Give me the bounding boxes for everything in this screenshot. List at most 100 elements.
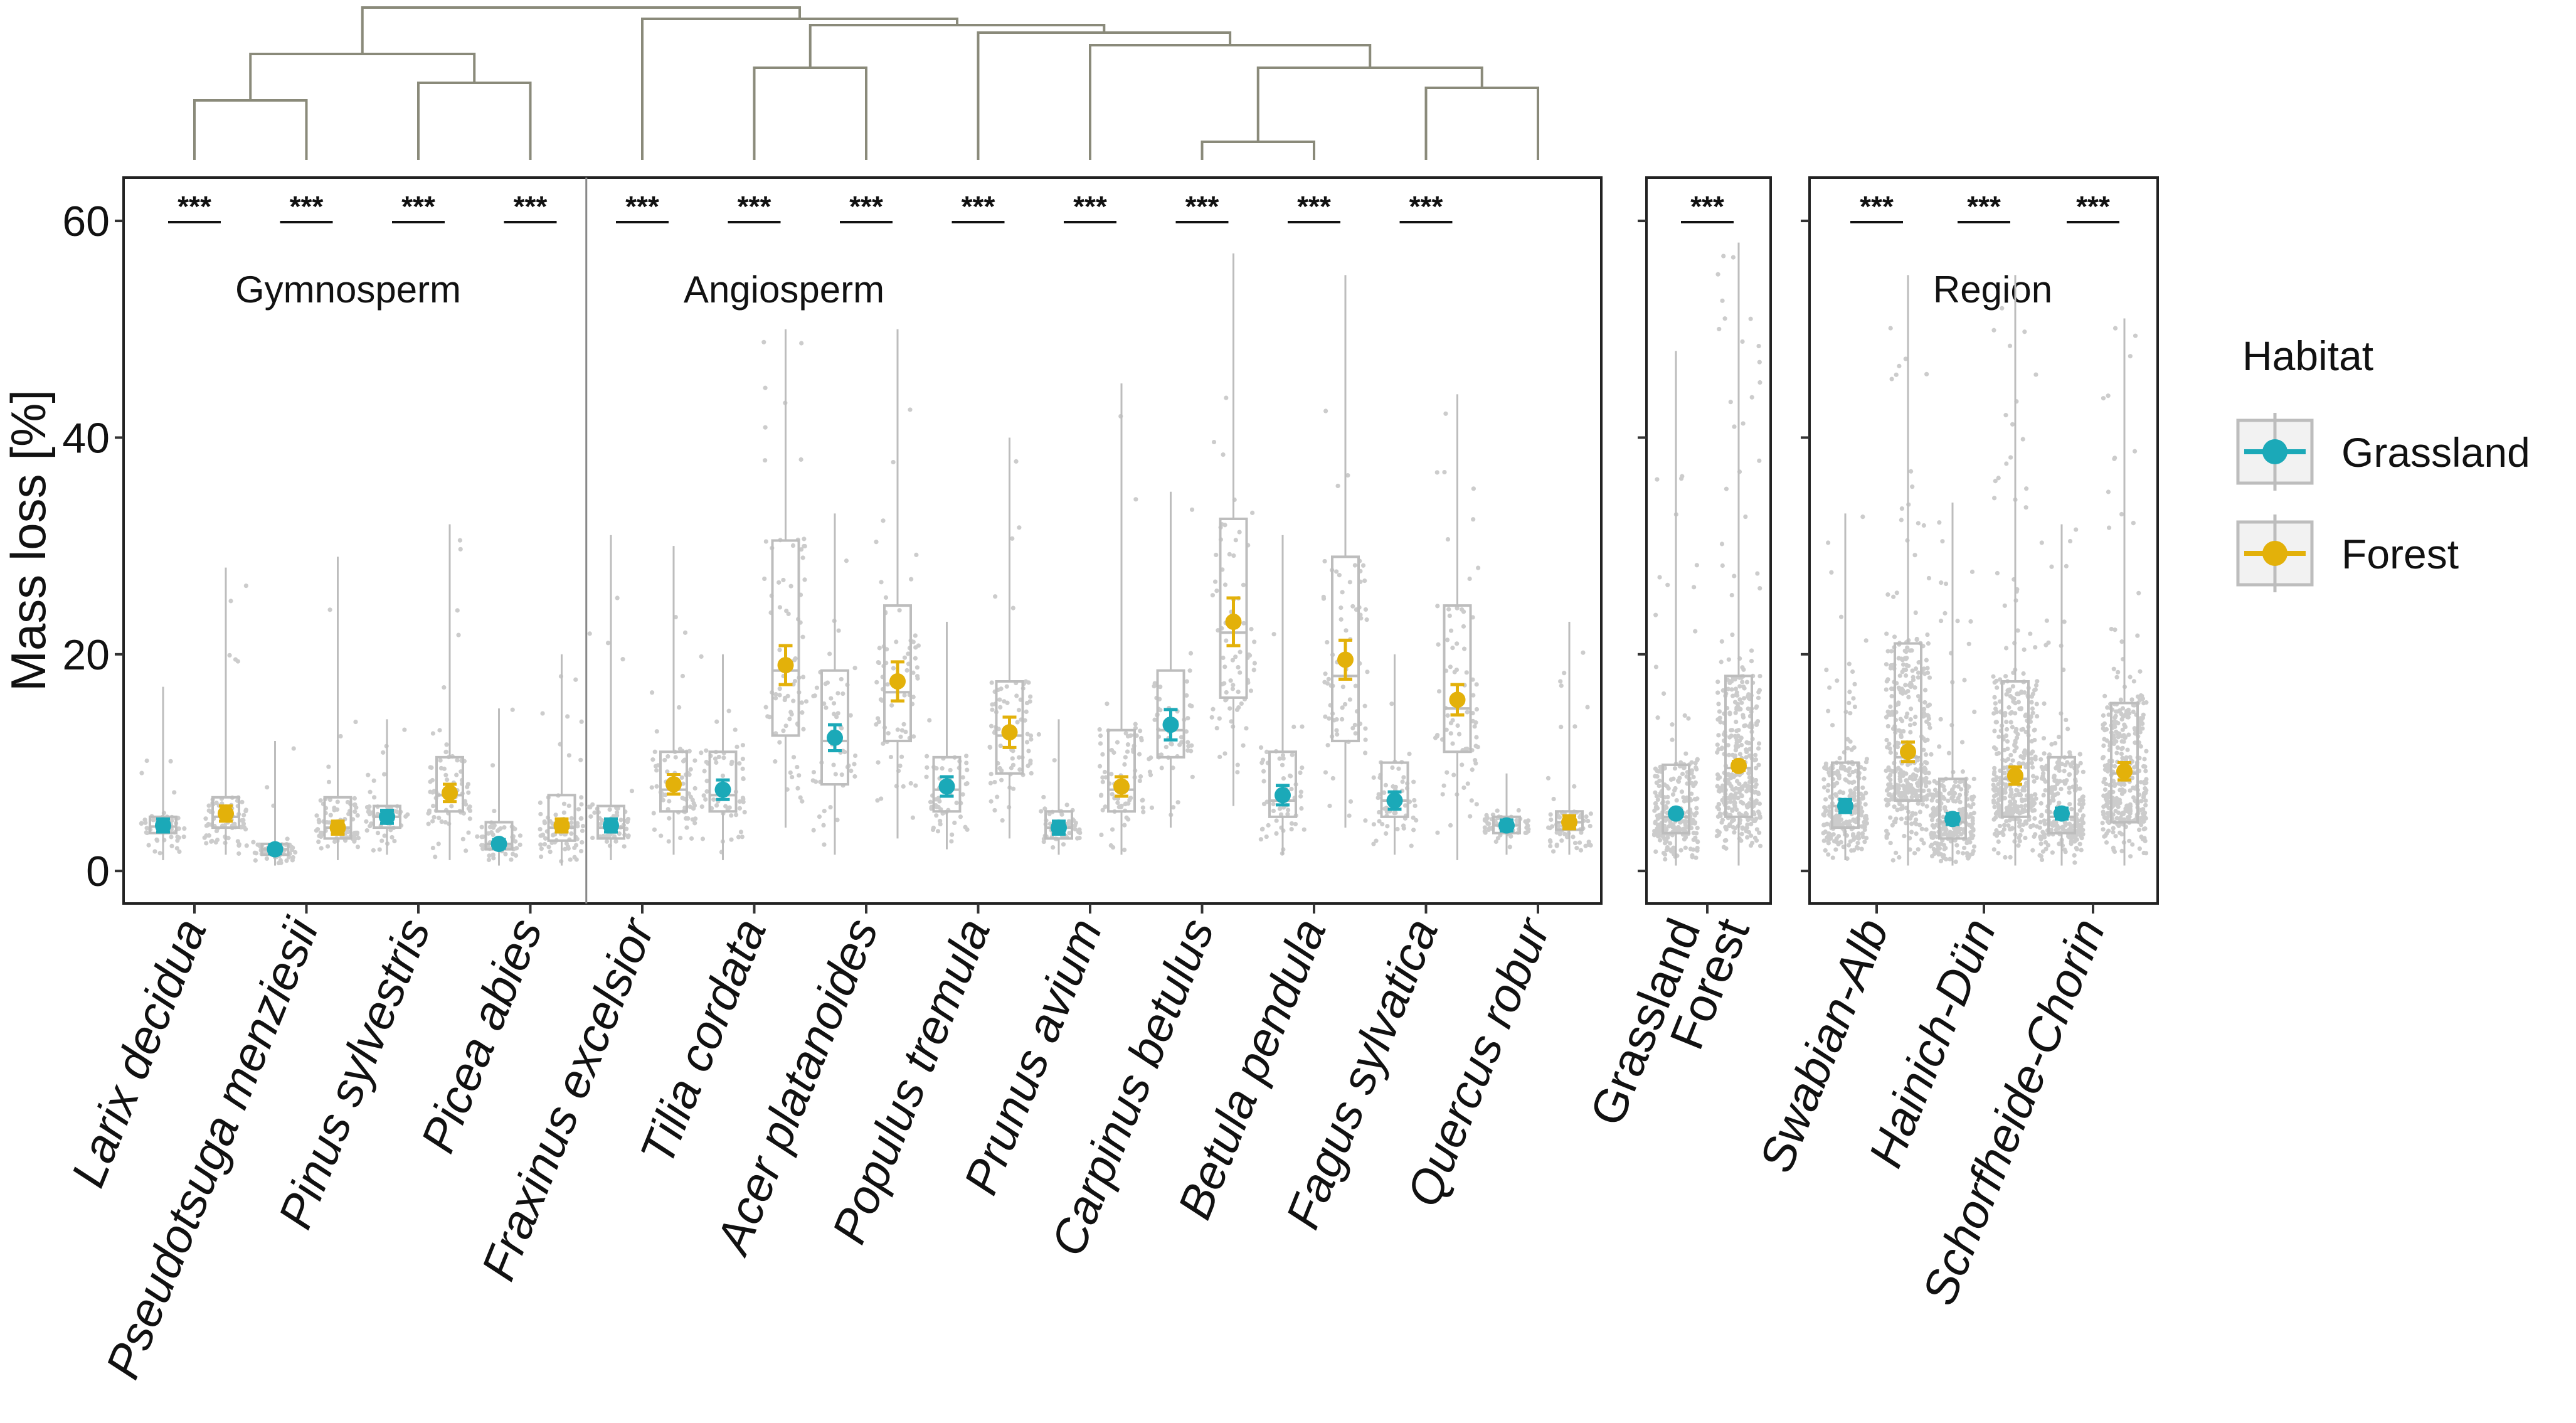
jitter-point (1036, 732, 1041, 737)
jitter-point (1577, 840, 1582, 845)
jitter-point (888, 754, 894, 760)
dendrogram-link (417, 82, 532, 160)
jitter-point (2006, 757, 2011, 762)
jitter-point (652, 827, 657, 832)
jitter-point (2127, 711, 2132, 716)
jitter-point (1899, 506, 1904, 511)
jitter-point (1734, 690, 1739, 695)
jitter-point (1364, 617, 1369, 622)
jitter-point (1946, 798, 1951, 803)
jitter-point (1214, 552, 1219, 558)
jitter-point (911, 670, 916, 675)
jitter-point (1125, 742, 1131, 747)
jitter-point (1730, 807, 1735, 812)
jitter-point (284, 858, 289, 863)
jitter-point (1475, 745, 1480, 750)
jitter-point (1913, 715, 1918, 720)
jitter-point (2067, 772, 2072, 777)
forest-mean-point (442, 784, 458, 801)
jitter-point (1189, 749, 1194, 754)
jitter-point (908, 407, 913, 412)
jitter-point (2004, 727, 2010, 732)
jitter-point (2022, 647, 2027, 653)
jitter-point (1326, 676, 1331, 681)
jitter-point (228, 599, 233, 604)
jitter-point (466, 790, 471, 795)
jitter-point (1833, 792, 1838, 797)
jitter-point (663, 792, 668, 797)
dendrogram-link (641, 18, 959, 160)
jitter-point (2029, 756, 2034, 761)
jitter-point (1757, 380, 1762, 385)
jitter-point (1722, 838, 1727, 843)
jitter-point (1661, 850, 1667, 856)
jitter-point (1942, 796, 1947, 801)
jitter-point (1694, 767, 1699, 772)
jitter-point (2114, 709, 2119, 714)
jitter-point (2002, 787, 2008, 792)
jitter-point (782, 697, 787, 703)
jitter-point (2005, 688, 2010, 693)
jitter-point (902, 655, 908, 660)
jitter-point (1454, 667, 1460, 673)
jitter-point (1909, 829, 1914, 834)
jitter-point (740, 766, 745, 771)
jitter-point (1908, 774, 1913, 779)
jitter-point (1371, 822, 1376, 827)
grassland-mean-point (1498, 817, 1515, 834)
jitter-point (2112, 627, 2118, 632)
jitter-point (903, 729, 908, 735)
jitter-point (332, 839, 337, 845)
jitter-point (650, 757, 655, 762)
forest (202, 567, 249, 856)
jitter-point (1493, 839, 1498, 845)
jitter-point (1436, 642, 1441, 647)
jitter-point (1548, 812, 1553, 817)
jitter-point (1682, 819, 1687, 824)
jitter-point (684, 825, 689, 830)
jitter-point (1024, 740, 1030, 745)
jitter-point (1110, 792, 1115, 797)
jitter-point (1756, 695, 1761, 700)
jitter-point (1997, 813, 2002, 818)
jitter-point (2112, 326, 2118, 331)
jitter-point (1433, 735, 1438, 740)
jitter-point (1931, 806, 1936, 811)
jitter-point (428, 765, 433, 770)
jitter-point (1348, 799, 1354, 804)
jitter-point (1653, 612, 1658, 617)
jitter-point (1440, 792, 1445, 797)
jitter-point (2106, 805, 2111, 811)
jitter-point (144, 830, 150, 836)
jitter-point (902, 693, 907, 698)
panel-region: Region***Swabian-Alb***Hainich-Dün***Sch… (1749, 176, 2159, 1312)
jitter-point (1736, 728, 1741, 733)
jitter-point (226, 836, 231, 841)
forest-box (1331, 555, 1360, 742)
jitter-point (1347, 697, 1352, 702)
jitter-point (1850, 780, 1855, 786)
jitter-point (1737, 684, 1742, 689)
jitter-point (1099, 832, 1104, 838)
jitter-point (1482, 825, 1487, 830)
jitter-point (1224, 395, 1229, 400)
jitter-point (1844, 819, 1849, 824)
jitter-point (1691, 830, 1696, 836)
jitter-point (2103, 833, 2108, 838)
jitter-point (2111, 826, 2116, 831)
jitter-point (1377, 819, 1382, 824)
jitter-point (2141, 826, 2146, 831)
jitter-point (1285, 811, 1290, 817)
jitter-point (1958, 826, 1964, 832)
jitter-point (824, 705, 829, 710)
jitter-point (2030, 710, 2035, 715)
jitter-point (1884, 715, 1889, 720)
jitter-point (761, 339, 766, 344)
jitter-point (375, 831, 381, 836)
chart-panels: Gymnosperm Angiosperm***Larix decidua***P… (61, 176, 2159, 1386)
jitter-point (1258, 745, 1264, 750)
jitter-point (1732, 799, 1737, 804)
jitter-point (1897, 728, 1902, 733)
jitter-point (1855, 841, 1860, 846)
jitter-point (2013, 738, 2018, 743)
